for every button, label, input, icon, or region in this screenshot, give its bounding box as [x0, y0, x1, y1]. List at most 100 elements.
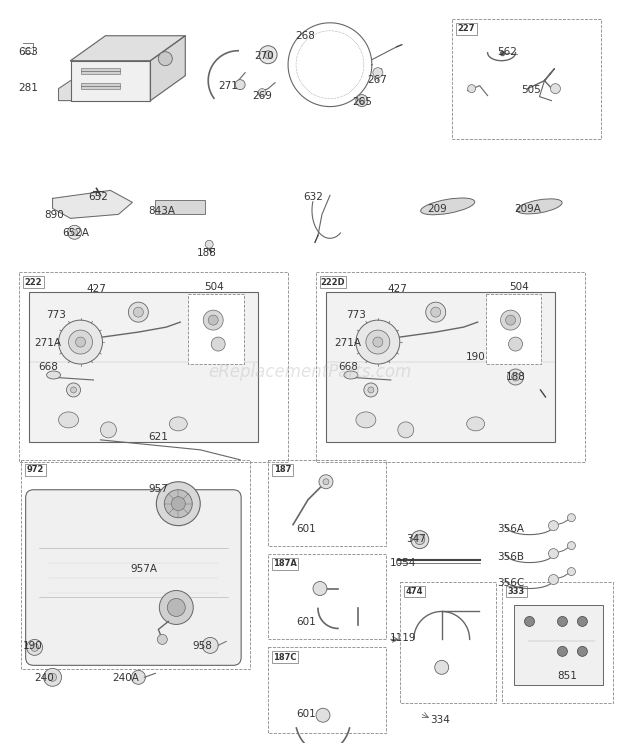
Circle shape	[525, 617, 534, 626]
Bar	[456, 23, 477, 35]
Text: 240: 240	[35, 673, 55, 683]
Text: 663: 663	[19, 47, 38, 57]
Bar	[505, 586, 526, 597]
Text: 265: 265	[352, 97, 372, 106]
Text: 621: 621	[148, 432, 168, 442]
Circle shape	[43, 668, 61, 686]
Text: 773: 773	[46, 310, 66, 320]
Text: 1054: 1054	[390, 557, 416, 568]
Text: 271A: 271A	[334, 338, 361, 348]
Text: 504: 504	[204, 282, 224, 292]
Bar	[81, 68, 120, 74]
Text: 890: 890	[45, 211, 64, 220]
Text: 209A: 209A	[515, 205, 541, 214]
Bar	[404, 586, 425, 597]
Text: 652: 652	[89, 193, 108, 202]
Bar	[29, 292, 258, 442]
Text: 652A: 652A	[63, 228, 89, 238]
Circle shape	[577, 617, 587, 626]
Circle shape	[156, 482, 200, 526]
Text: 668: 668	[338, 362, 358, 372]
Polygon shape	[71, 36, 185, 61]
Bar	[316, 272, 585, 462]
Text: 269: 269	[252, 91, 272, 100]
Circle shape	[435, 661, 449, 674]
Bar	[25, 464, 46, 475]
Circle shape	[505, 315, 516, 325]
Circle shape	[356, 94, 368, 106]
Circle shape	[551, 83, 560, 94]
Bar	[19, 272, 288, 462]
Bar	[268, 460, 386, 545]
Ellipse shape	[46, 371, 61, 379]
Circle shape	[159, 591, 193, 624]
Text: 347: 347	[405, 533, 426, 544]
Circle shape	[557, 617, 567, 626]
Text: 843A: 843A	[148, 206, 175, 217]
Text: 333: 333	[507, 587, 525, 596]
Circle shape	[549, 548, 559, 559]
Circle shape	[577, 647, 587, 656]
Circle shape	[567, 542, 575, 550]
Circle shape	[264, 51, 272, 59]
Circle shape	[128, 302, 148, 322]
Circle shape	[467, 85, 476, 92]
Text: 427: 427	[388, 284, 408, 294]
Circle shape	[202, 638, 218, 653]
Text: 773: 773	[346, 310, 366, 320]
Text: 427: 427	[87, 284, 107, 294]
Text: 190: 190	[466, 352, 485, 362]
Text: 601: 601	[296, 618, 316, 627]
Text: 1119: 1119	[390, 633, 416, 644]
Polygon shape	[53, 190, 133, 218]
Text: 268: 268	[295, 31, 315, 41]
Text: 957: 957	[148, 484, 168, 494]
Circle shape	[373, 337, 383, 347]
Circle shape	[549, 521, 559, 530]
Circle shape	[27, 639, 43, 655]
Text: 957A: 957A	[130, 563, 157, 574]
Bar	[452, 19, 601, 138]
Bar	[81, 83, 120, 89]
Ellipse shape	[517, 199, 562, 214]
Bar	[188, 294, 244, 364]
Text: 356A: 356A	[498, 524, 525, 533]
Text: 227: 227	[458, 25, 475, 33]
Ellipse shape	[467, 417, 485, 431]
Circle shape	[557, 647, 567, 656]
Text: 356B: 356B	[498, 551, 525, 562]
Circle shape	[431, 307, 441, 317]
Text: 187: 187	[274, 465, 291, 474]
Circle shape	[415, 535, 425, 545]
Text: 851: 851	[557, 671, 577, 682]
Text: 601: 601	[296, 524, 316, 533]
Circle shape	[368, 387, 374, 393]
Text: 267: 267	[367, 74, 387, 85]
Circle shape	[208, 315, 218, 325]
Bar	[272, 557, 298, 570]
Bar	[20, 460, 250, 670]
Ellipse shape	[344, 371, 358, 379]
Circle shape	[500, 310, 521, 330]
FancyBboxPatch shape	[25, 490, 241, 665]
Circle shape	[164, 490, 192, 518]
Circle shape	[69, 330, 92, 354]
Circle shape	[411, 530, 429, 548]
Bar	[23, 276, 43, 288]
Circle shape	[48, 673, 56, 682]
Bar	[268, 647, 386, 733]
Circle shape	[167, 598, 185, 617]
Circle shape	[398, 422, 414, 438]
Text: 334: 334	[430, 715, 450, 725]
Text: 562: 562	[498, 47, 518, 57]
Bar	[320, 276, 346, 288]
Circle shape	[68, 225, 81, 240]
Text: 240A: 240A	[112, 673, 140, 683]
Circle shape	[549, 574, 559, 585]
Text: 271: 271	[218, 80, 238, 91]
Circle shape	[323, 478, 329, 485]
Polygon shape	[151, 36, 185, 100]
Ellipse shape	[169, 417, 187, 431]
Circle shape	[131, 670, 145, 684]
Circle shape	[211, 337, 225, 351]
